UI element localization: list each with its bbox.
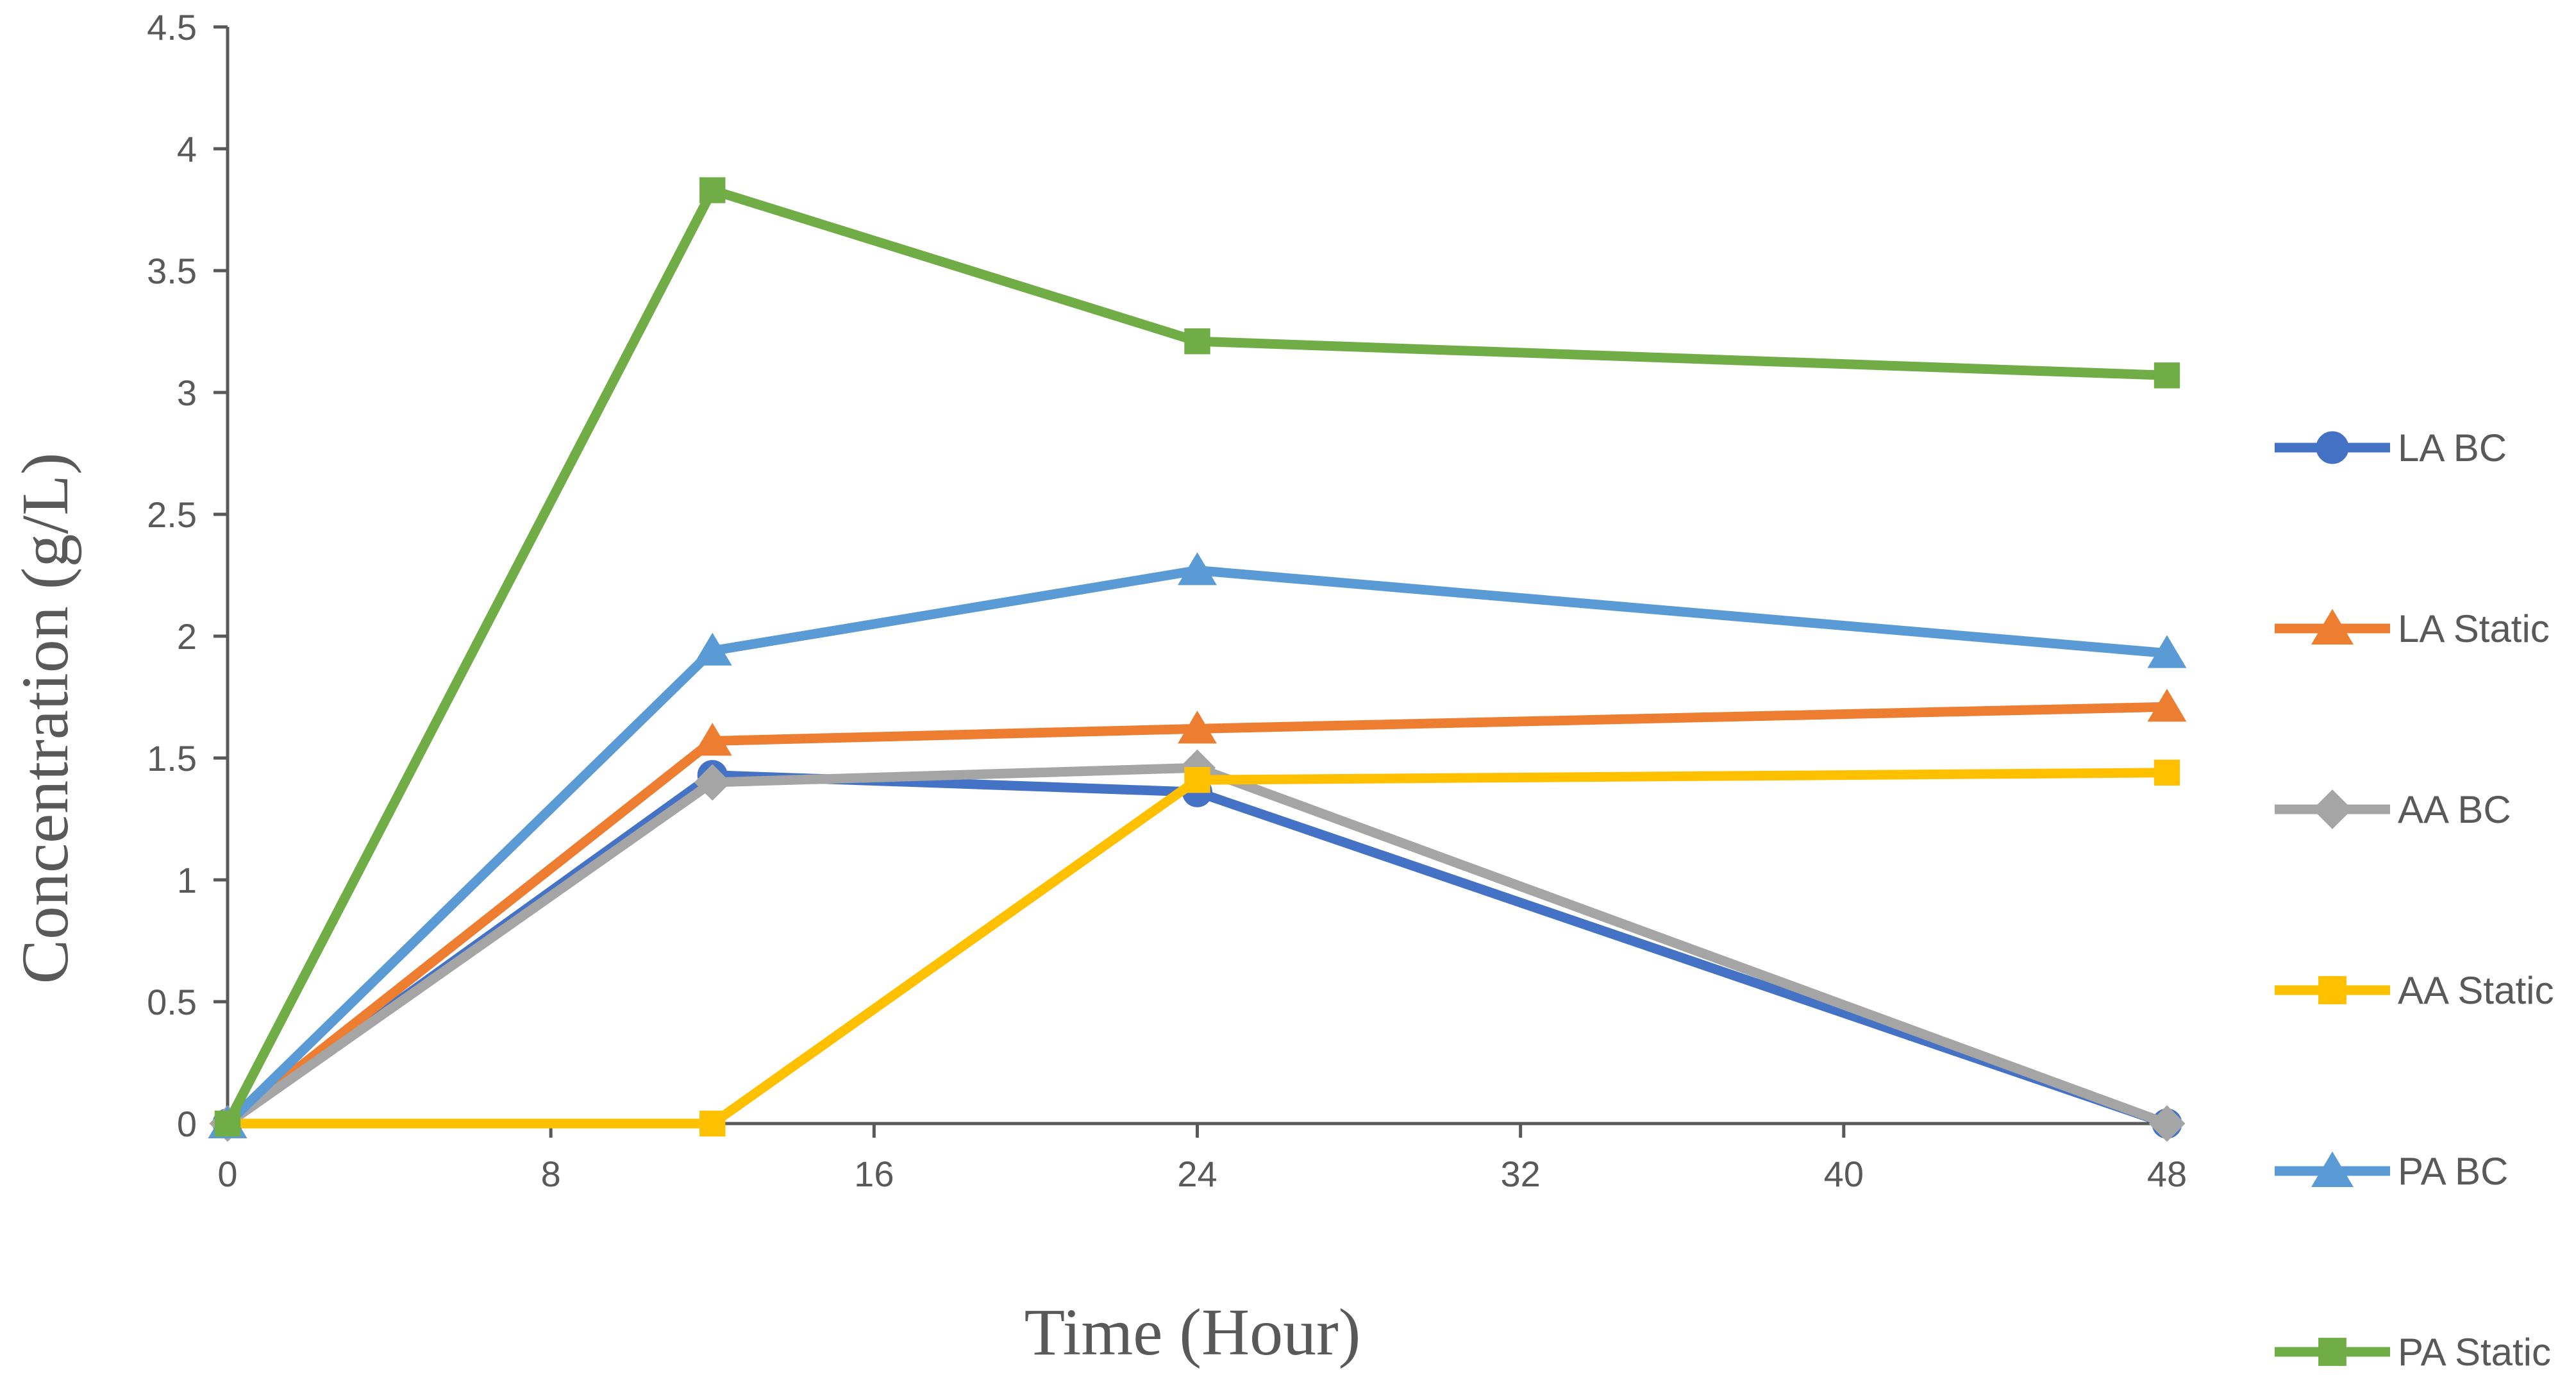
legend-label-pa-static: PA Static (2398, 1331, 2551, 1374)
y-tick-label: 4 (177, 129, 197, 169)
series-line-la-static (222, 702, 2172, 1129)
legend-label-pa-bc: PA BC (2398, 1150, 2508, 1193)
series-la-bc (212, 760, 2182, 1139)
series-pa-bc (208, 552, 2187, 1139)
y-axis-title: Concentration (g/L) (8, 453, 82, 984)
x-axis-title: Time (Hour) (1025, 1295, 1361, 1369)
series-line-pa-static (222, 185, 2172, 1129)
series-aa-static (214, 759, 2180, 1137)
legend: LA BC LA Static AA BC AA Static PA BC PA Stat… (2275, 426, 2554, 1374)
legend-marker-pa-bc (2311, 1151, 2354, 1187)
x-tick-label: 8 (541, 1154, 561, 1194)
legend-marker-la-static (2311, 609, 2354, 645)
legend-label-la-static: LA Static (2398, 607, 2550, 650)
data-point-aa-static (2154, 759, 2180, 786)
series-line-pa-bc (222, 565, 2172, 1129)
data-point-pa-static (1184, 328, 1210, 355)
x-tick-label: 40 (1824, 1154, 1864, 1194)
legend-marker-aa-bc (2313, 789, 2352, 829)
y-tick-label: 0 (177, 1104, 197, 1144)
data-point-aa-static (1184, 767, 1210, 793)
data-point-pa-static (2154, 362, 2180, 389)
x-tick-label: 48 (2147, 1154, 2187, 1194)
y-tick-labels: 0 0.5 1 1.5 2 2.5 3 3.5 4 4.5 (147, 7, 197, 1144)
series-pa-static (214, 177, 2180, 1137)
legend-item-pa-static: PA Static (2275, 1331, 2551, 1374)
series-line-aa-bc (222, 763, 2172, 1129)
x-tick-label: 24 (1177, 1154, 1217, 1194)
y-tick-label: 3.5 (147, 251, 197, 291)
x-tick-label: 32 (1501, 1154, 1541, 1194)
data-point-pa-bc (1178, 552, 1217, 586)
y-tick-label: 2 (177, 616, 197, 657)
series-line-aa-static (222, 768, 2172, 1129)
legend-label-aa-bc: AA BC (2398, 788, 2511, 831)
data-point-la-static (1178, 711, 1217, 744)
legend-marker-aa-static (2318, 976, 2346, 1004)
data-point-aa-bc (2148, 1105, 2186, 1142)
legend-item-la-static: LA Static (2275, 607, 2550, 650)
series-line-la-bc (222, 770, 2172, 1129)
data-point-la-static (2147, 688, 2187, 722)
y-tick-label: 4.5 (147, 7, 197, 47)
legend-item-aa-static: AA Static (2275, 969, 2554, 1012)
data-point-pa-static (699, 177, 726, 203)
legend-label-aa-static: AA Static (2398, 969, 2554, 1012)
series-layer (208, 177, 2187, 1142)
y-tick-label: 1.5 (147, 738, 197, 779)
data-point-la-static (692, 723, 732, 756)
y-tick-label: 0.5 (147, 982, 197, 1022)
legend-marker-pa-static (2318, 1338, 2346, 1366)
data-point-aa-bc (694, 764, 731, 801)
data-point-pa-static (214, 1110, 241, 1137)
data-point-pa-bc (2147, 635, 2187, 668)
x-tick-label: 0 (217, 1154, 237, 1194)
legend-item-aa-bc: AA BC (2275, 788, 2511, 831)
data-point-pa-bc (692, 632, 732, 666)
data-point-aa-static (699, 1110, 726, 1137)
legend-item-la-bc: LA BC (2275, 426, 2507, 469)
x-tick-labels: 0 8 16 24 32 40 48 (217, 1154, 2187, 1194)
legend-marker-la-bc (2316, 431, 2349, 464)
series-aa-bc (209, 749, 2186, 1142)
y-tick-label: 2.5 (147, 494, 197, 535)
y-tick-label: 3 (177, 373, 197, 413)
y-tick-label: 1 (177, 860, 197, 900)
legend-label-la-bc: LA BC (2398, 426, 2507, 469)
x-tick-label: 16 (854, 1154, 894, 1194)
legend-item-pa-bc: PA BC (2275, 1150, 2508, 1193)
